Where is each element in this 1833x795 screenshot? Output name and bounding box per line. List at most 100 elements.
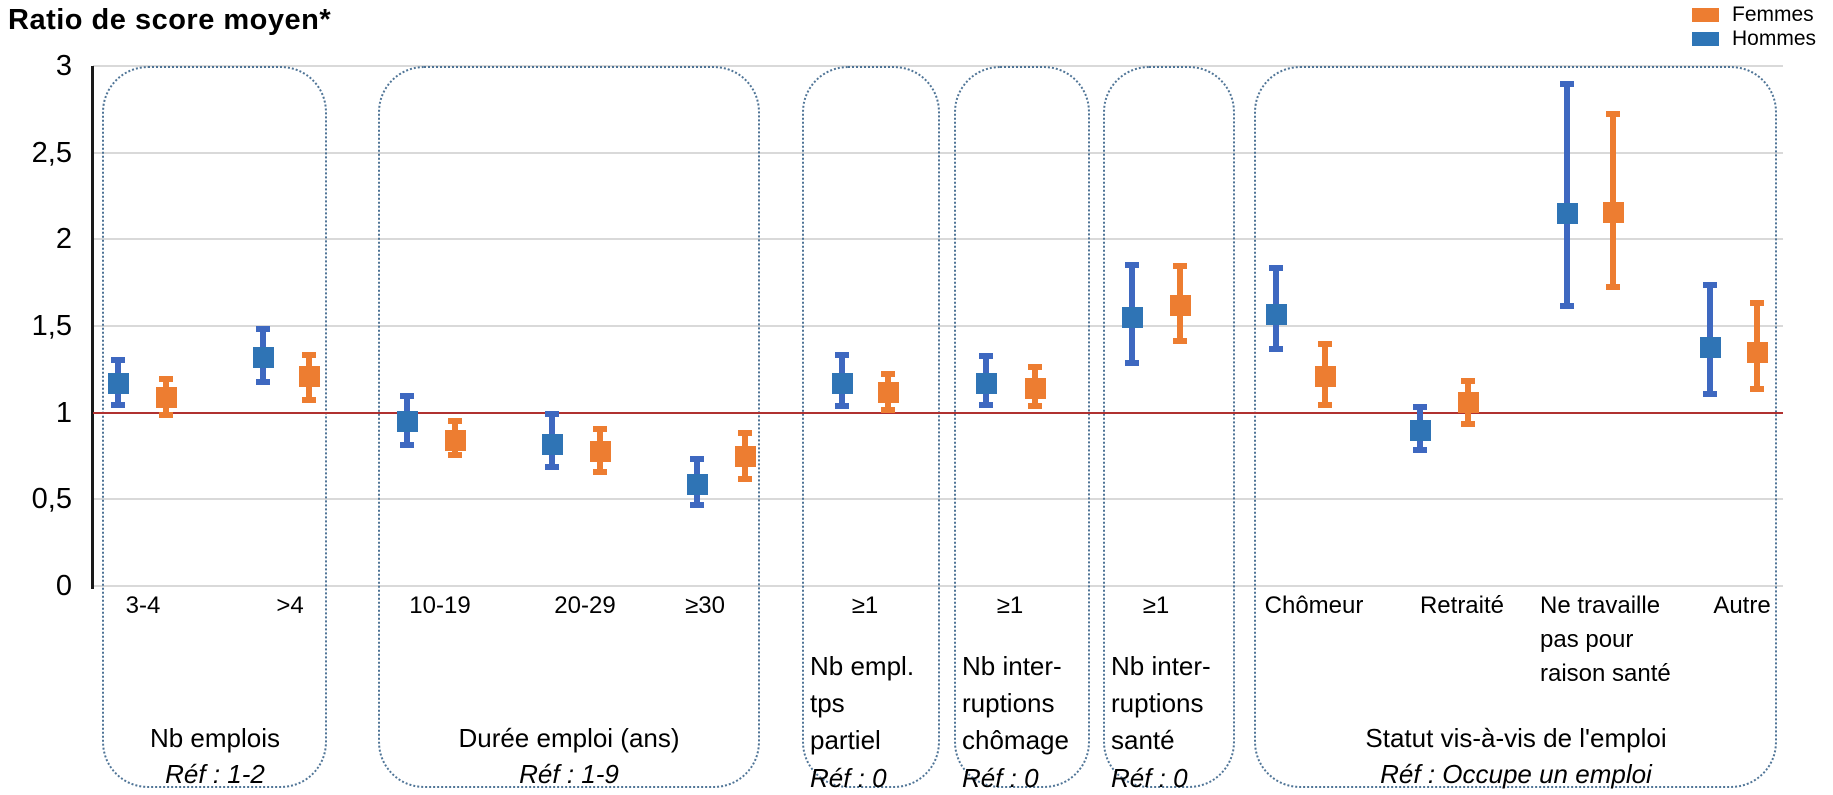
hommes-error-bar-cap-bottom xyxy=(979,402,993,408)
legend-label-hommes: Hommes xyxy=(1732,27,1817,50)
femmes-data-marker xyxy=(878,382,899,403)
hommes-color-swatch xyxy=(1692,32,1719,46)
group-box xyxy=(802,66,940,788)
hommes-data-marker xyxy=(542,434,563,455)
femmes-data-marker xyxy=(156,387,177,408)
femmes-data-marker xyxy=(1747,342,1768,363)
hommes-data-marker xyxy=(976,373,997,394)
femmes-color-swatch xyxy=(1692,8,1719,22)
hommes-data-marker xyxy=(1266,304,1287,325)
group-ref-label: Réf : Occupe un emploi xyxy=(1380,759,1652,789)
femmes-error-bar-cap-top xyxy=(1606,111,1620,117)
femmes-error-bar-cap-top xyxy=(159,376,173,382)
hommes-error-bar-cap-top xyxy=(111,357,125,363)
femmes-error-bar-cap-bottom xyxy=(1606,284,1620,290)
category-tick-label: >4 xyxy=(276,592,304,619)
hommes-error-bar-cap-top xyxy=(1125,262,1139,268)
hommes-data-marker xyxy=(397,411,418,432)
category-tick-label: 10-19 xyxy=(409,592,471,619)
legend-label-femmes: Femmes xyxy=(1732,3,1814,26)
hommes-error-bar-cap-top xyxy=(400,393,414,399)
femmes-data-marker xyxy=(299,366,320,387)
category-tick-label: Autre xyxy=(1713,592,1771,619)
group-ref-label: Réf : 1-2 xyxy=(165,759,265,789)
femmes-error-bar-cap-bottom xyxy=(159,412,173,418)
group-label: Statut vis-à-vis de l'emploi xyxy=(1365,723,1667,753)
group-label: Nb inter- ruptions chômage xyxy=(962,651,1069,755)
chart-title: Ratio de score moyen* xyxy=(8,4,332,36)
femmes-error-bar-cap-bottom xyxy=(1173,338,1187,344)
femmes-error-bar-cap-top xyxy=(1318,341,1332,347)
group-box xyxy=(378,66,760,788)
group-box xyxy=(102,66,327,788)
femmes-error-bar-cap-bottom xyxy=(1461,421,1475,427)
femmes-data-marker xyxy=(1170,295,1191,316)
group-ref-label: Réf : 1-9 xyxy=(519,759,619,789)
hommes-error-bar-cap-top xyxy=(256,326,270,332)
category-tick-label: Retraité xyxy=(1419,592,1505,619)
femmes-error-bar-cap-top xyxy=(1173,263,1187,269)
hommes-data-marker xyxy=(832,373,853,394)
hommes-error-bar-cap-bottom xyxy=(1269,346,1283,352)
group-ref-label: Réf : 0 xyxy=(962,763,1039,793)
hommes-error-bar-cap-bottom xyxy=(111,402,125,408)
femmes-data-marker xyxy=(1025,378,1046,399)
femmes-data-marker xyxy=(1603,202,1624,223)
hommes-error-bar-cap-bottom xyxy=(400,442,414,448)
group-box xyxy=(1254,66,1777,788)
femmes-error-bar-cap-top xyxy=(593,426,607,432)
femmes-error-bar-cap-top xyxy=(1750,300,1764,306)
group-label: Nb emplois xyxy=(149,723,281,753)
category-tick-label: ≥1 xyxy=(1142,592,1170,619)
hommes-error-bar xyxy=(1564,83,1570,307)
hommes-error-bar-cap-top xyxy=(545,411,559,417)
group-label: Durée emploi (ans) xyxy=(458,723,680,753)
y-axis-tick-label: 2 xyxy=(55,223,72,255)
femmes-error-bar-cap-bottom xyxy=(1318,402,1332,408)
reference-line xyxy=(93,412,1783,414)
femmes-error-bar-cap-bottom xyxy=(593,469,607,475)
hommes-data-marker xyxy=(1122,307,1143,328)
femmes-error-bar-cap-bottom xyxy=(738,476,752,482)
femmes-error-bar-cap-top xyxy=(738,430,752,436)
group-box xyxy=(1103,66,1235,788)
femmes-error-bar-cap-top xyxy=(1028,364,1042,370)
femmes-data-marker xyxy=(590,441,611,462)
femmes-error-bar-cap-bottom xyxy=(881,407,895,413)
category-tick-label: Chômeur xyxy=(1264,592,1364,619)
gridline xyxy=(93,65,1783,67)
femmes-data-marker xyxy=(1458,392,1479,413)
hommes-error-bar-cap-top xyxy=(979,353,993,359)
hommes-error-bar-cap-top xyxy=(1413,404,1427,410)
femmes-error-bar-cap-bottom xyxy=(448,452,462,458)
hommes-data-marker xyxy=(1700,337,1721,358)
femmes-error-bar-cap-top xyxy=(448,418,462,424)
hommes-data-marker xyxy=(108,373,129,394)
hommes-error-bar-cap-bottom xyxy=(1125,360,1139,366)
hommes-error-bar-cap-bottom xyxy=(690,502,704,508)
y-axis-tick-label: 1 xyxy=(55,397,72,429)
hommes-data-marker xyxy=(1410,420,1431,441)
group-ref-label: Réf : 0 xyxy=(810,763,887,793)
group-box xyxy=(954,66,1090,788)
category-tick-label: Ne travaille pas pour raison santé xyxy=(1540,592,1671,687)
y-axis-tick-label: 0,5 xyxy=(31,483,72,515)
femmes-data-marker xyxy=(1315,366,1336,387)
femmes-data-marker xyxy=(445,430,466,451)
femmes-error-bar-cap-top xyxy=(1461,378,1475,384)
y-axis-tick-label: 3 xyxy=(55,50,72,82)
femmes-error-bar-cap-bottom xyxy=(1028,403,1042,409)
hommes-error-bar-cap-bottom xyxy=(1560,303,1574,309)
hommes-data-marker xyxy=(253,347,274,368)
group-ref-label: Réf : 0 xyxy=(1111,763,1188,793)
legend-item-hommes: Hommes xyxy=(1692,27,1816,51)
femmes-error-bar-cap-bottom xyxy=(1750,386,1764,392)
y-axis-tick-label: 1,5 xyxy=(31,310,72,342)
category-tick-label: 20-29 xyxy=(554,592,616,619)
y-axis-tick-label: 0 xyxy=(55,570,72,602)
hommes-data-marker xyxy=(687,474,708,495)
hommes-error-bar-cap-bottom xyxy=(1413,447,1427,453)
hommes-error-bar-cap-bottom xyxy=(1703,391,1717,397)
group-label: Nb empl. tps partiel xyxy=(810,651,915,755)
